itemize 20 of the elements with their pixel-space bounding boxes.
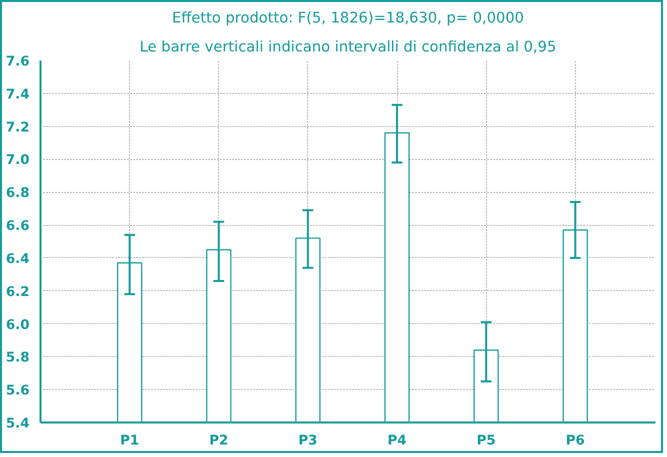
y-tick-label: 6.6 [6, 219, 30, 234]
y-tick-label: 6.0 [6, 318, 30, 333]
y-tick-label: 7.0 [6, 153, 30, 168]
x-tick-label: P3 [298, 434, 318, 448]
y-tick-label: 6.2 [6, 284, 30, 300]
y-tick-label: 6.8 [6, 186, 30, 202]
y-tick-label: 7.6 [6, 54, 30, 70]
y-tick-label: 5.8 [6, 350, 30, 366]
chart-subtitle: Le barre verticali indicano intervalli di confidenza al 0,95 [140, 38, 556, 56]
y-tick-label: 5.4 [6, 416, 30, 432]
y-tick-label: 6.4 [6, 252, 30, 267]
x-tick-label: P6 [566, 434, 585, 448]
x-tick-label: P2 [209, 434, 228, 448]
x-tick-label: P1 [120, 434, 140, 448]
y-tick-label: 5.6 [6, 384, 30, 399]
chart-title: Effetto prodotto: F(5, 1826)=18,630, p= 0,0000 [172, 10, 524, 26]
y-tick-label: 7.2 [6, 120, 30, 136]
y-tick-label: 7.4 [6, 87, 30, 102]
x-tick-label: P5 [476, 434, 496, 448]
x-tick-label: P4 [388, 434, 407, 448]
